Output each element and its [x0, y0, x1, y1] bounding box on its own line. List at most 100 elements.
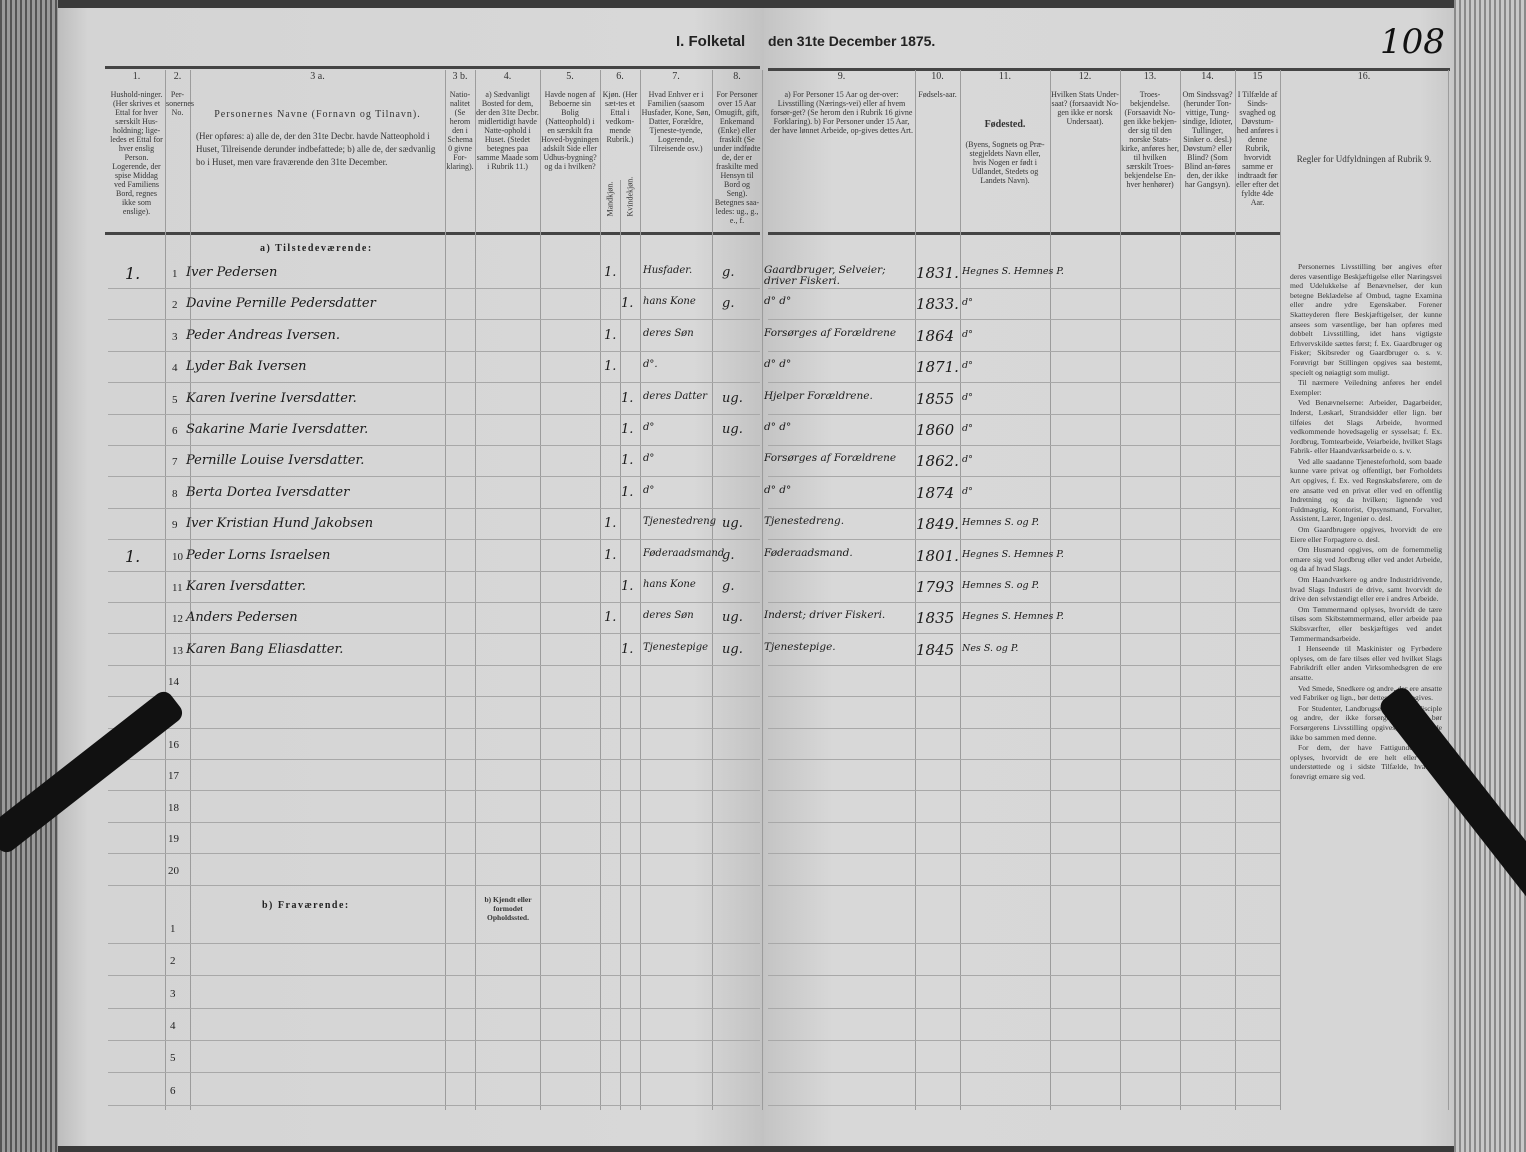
birthplace: Hegnes S. Hemnes P. — [962, 611, 1064, 623]
column-header: Regler for Udfyldningen af Rubrik 9. — [1296, 154, 1432, 164]
marital-status: g. — [722, 296, 735, 312]
person-name: Sakarine Marie Iversdatter. — [186, 422, 369, 437]
occupation: Tjenestepige. — [764, 640, 836, 653]
row-line — [108, 853, 760, 855]
person-name: Karen Iversdatter. — [186, 579, 307, 594]
row-line — [108, 884, 760, 886]
male-mark: 1. — [604, 516, 617, 532]
column-header: Hvilken Stats Under-saat? (forsaavidt No… — [1051, 90, 1119, 126]
family-role: Tjenestedreng — [643, 516, 717, 528]
book-left-edge — [0, 0, 58, 1152]
table-row: 5 Karen Iverine Iversdatter. 1. deres Datte… — [0, 384, 1300, 414]
column-divider — [1280, 70, 1281, 1110]
row-line — [768, 1039, 1280, 1041]
column-divider — [445, 70, 446, 1110]
column-header: Hvad Enhver er i Familien (saasom Husfad… — [641, 90, 711, 153]
absent-place-header: b) Kjendt eller formodet Opholdssted. — [484, 895, 532, 922]
person-number: 12 — [172, 613, 183, 626]
column-title: Personernes Navne (Fornavn og Tilnavn). — [214, 109, 421, 120]
marital-status: ug. — [722, 390, 743, 406]
row-line — [108, 975, 760, 977]
family-role: deres Søn — [643, 610, 694, 622]
column-divider — [1050, 70, 1051, 1110]
column-divider — [600, 70, 601, 1110]
header-bottom-rule-right — [768, 232, 1280, 235]
rule-paragraph: Til nærmere Veiledning anføres her endel… — [1290, 378, 1442, 397]
person-name: Berta Dortea Iversdatter — [186, 484, 350, 500]
row-number: 14 — [168, 676, 179, 689]
column-header: I Tilfælde af Sinds-svaghed og Døvstum-h… — [1236, 90, 1279, 207]
family-role: hans Kone — [643, 579, 696, 590]
family-role: Tjenestepige — [643, 641, 709, 653]
birthplace: d° — [962, 423, 973, 434]
person-number: 13 — [172, 644, 183, 657]
row-line — [108, 476, 760, 478]
column-header: Natio-nalitet (Se herom den i Schema 0 g… — [446, 90, 474, 171]
row-line — [108, 759, 760, 760]
female-mark: 1. — [621, 453, 634, 469]
marital-status: ug. — [722, 422, 743, 437]
family-role: deres Søn — [643, 327, 694, 339]
male-mark: 1. — [604, 359, 617, 375]
section-absent: b) Fraværende: — [262, 900, 350, 911]
person-name: Karen Bang Eliasdatter. — [186, 641, 344, 657]
row-line — [768, 1007, 1280, 1009]
person-name: Peder Lorns Israelsen — [186, 547, 331, 563]
row-line — [768, 413, 1280, 415]
column-number: 11. — [998, 71, 1012, 82]
family-role: Husfader. — [643, 265, 693, 276]
row-number: 16 — [168, 739, 179, 751]
table-row: 6 Sakarine Marie Iversdatter. 1. d° ug. d° d°… — [0, 415, 1300, 445]
birth-year: 1862. — [916, 452, 959, 471]
birth-year: 1864 — [916, 326, 955, 345]
birth-year: 1855 — [916, 389, 955, 408]
column-header: (Her opføres: a) alle de, der den 31te D… — [196, 131, 436, 167]
column-header: a) For Personer 15 Aar og der-over: Livs… — [769, 90, 914, 135]
birth-year: 1801. — [916, 546, 959, 565]
birthplace: Hemnes S. og P. — [962, 580, 1040, 591]
marital-status: ug. — [722, 516, 743, 532]
rule-paragraph: Ved Benævnelserne: Arbeider, Dagarbeider… — [1290, 398, 1442, 456]
birth-year: 1849. — [916, 515, 959, 534]
column-number: 4. — [503, 71, 512, 82]
rule-paragraph: Om Tømmermænd oplyses, hvorvidt de tære … — [1290, 604, 1442, 643]
column-divider — [190, 70, 191, 1110]
row-line — [768, 1104, 1280, 1106]
row-line — [108, 1072, 760, 1074]
person-number: 4 — [172, 362, 178, 375]
column-number: 10. — [931, 71, 944, 82]
row-line — [108, 821, 760, 823]
female-mark: 1. — [621, 296, 634, 312]
male-mark: 1. — [604, 265, 617, 280]
table-row: 8 Berta Dortea Iversdatter 1. d° d° d° 1874 d° — [0, 478, 1300, 508]
row-line — [768, 975, 1280, 977]
absent-row-number: 6 — [170, 1084, 176, 1097]
row-line — [768, 570, 1280, 572]
column-divider — [712, 70, 713, 1110]
occupation: d° d° — [764, 358, 792, 371]
birth-year: 1845 — [916, 640, 955, 659]
row-line — [108, 288, 760, 289]
person-number: 5 — [172, 393, 178, 406]
row-line — [108, 943, 760, 944]
row-line — [108, 1039, 760, 1041]
column-number: 15 — [1252, 71, 1263, 82]
female-mark: 1. — [621, 579, 634, 594]
row-line — [108, 633, 760, 635]
column-number: 7. — [672, 71, 680, 82]
male-mark: 1. — [604, 610, 617, 626]
female-mark: 1. — [621, 641, 634, 657]
column-header: For Personer over 15 Aar Omugift, gift, … — [713, 90, 761, 225]
row-line — [108, 602, 760, 603]
row-line — [108, 727, 760, 729]
birthplace: d° — [962, 360, 973, 372]
column-number: 12. — [1078, 71, 1092, 82]
table-row: 9 Iver Kristian Hund Jakobsen 1. Tjenestedr… — [0, 509, 1300, 539]
row-line — [768, 319, 1280, 321]
male-mark: 1. — [604, 327, 617, 343]
row-line — [108, 413, 760, 415]
column-number: 8. — [733, 71, 741, 82]
female-mark: 1. — [621, 390, 634, 406]
birthplace: Hemnes S. og P. — [962, 517, 1040, 529]
marital-status: g. — [722, 547, 735, 563]
